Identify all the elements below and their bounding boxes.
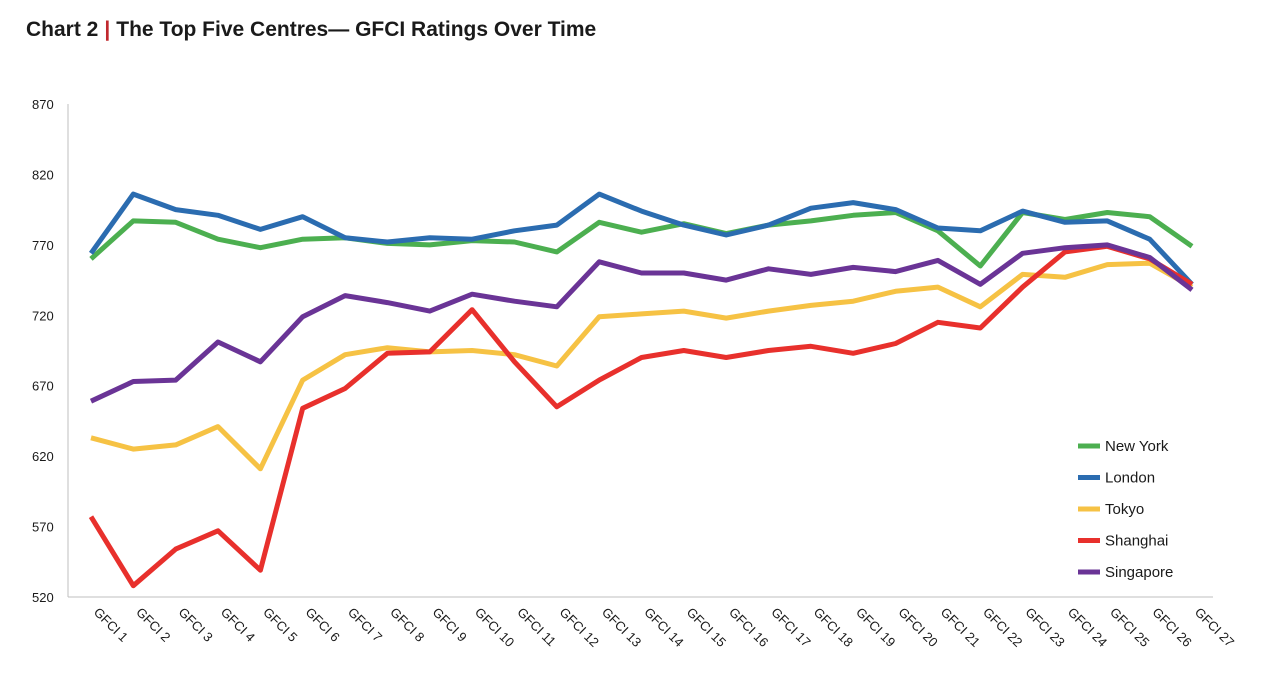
x-tick-label: GFCI 26 — [1150, 605, 1195, 650]
x-tick-label: GFCI 7 — [345, 605, 385, 645]
x-tick-label: GFCI 25 — [1107, 605, 1152, 650]
x-tick-label: GFCI 11 — [514, 605, 559, 650]
y-tick-label: 620 — [32, 449, 54, 464]
legend-label-new-york: New York — [1105, 438, 1169, 455]
x-tick-label: GFCI 17 — [768, 605, 813, 650]
x-tick-label: GFCI 16 — [726, 605, 771, 650]
x-tick-label: GFCI 14 — [641, 605, 686, 650]
series-line-tokyo — [90, 260, 1194, 472]
y-tick-label: 820 — [32, 167, 54, 182]
x-tick-label: GFCI 19 — [853, 605, 898, 650]
series-line-shanghai — [88, 243, 1194, 589]
x-tick-label: GFCI 15 — [684, 605, 729, 650]
series-line-singapore — [89, 242, 1194, 404]
x-tick-label: GFCI 9 — [430, 605, 470, 645]
chart-title-row: Chart 2 | The Top Five Centres— GFCI Ratin… — [26, 18, 596, 42]
y-tick-label: 670 — [32, 379, 54, 394]
x-tick-label: GFCI 23 — [1022, 605, 1067, 650]
x-tick-label: GFCI 10 — [472, 605, 517, 650]
x-tick-label: GFCI 1 — [91, 605, 131, 645]
series-line-new-york — [89, 210, 1194, 269]
x-tick-label: GFCI 8 — [387, 605, 427, 645]
legend-label-singapore: Singapore — [1105, 564, 1173, 581]
x-tick-label: GFCI 22 — [980, 605, 1025, 650]
chart-number: Chart 2 — [26, 18, 99, 41]
y-tick-label: 720 — [32, 308, 54, 323]
y-tick-label: 570 — [32, 520, 54, 535]
x-tick-label: GFCI 3 — [176, 605, 216, 645]
x-tick-label: GFCI 13 — [599, 605, 644, 650]
x-tick-label: GFCI 2 — [133, 605, 173, 645]
x-tick-label: GFCI 24 — [1065, 605, 1110, 650]
x-tick-label: GFCI 6 — [303, 605, 343, 645]
legend-label-shanghai: Shanghai — [1105, 533, 1168, 550]
chart-title: The Top Five Centres— GFCI Ratings Over … — [116, 18, 597, 41]
legend-label-tokyo: Tokyo — [1105, 501, 1144, 518]
title-separator: | — [104, 18, 111, 41]
legend-label-london: London — [1105, 470, 1155, 487]
x-tick-label: GFCI 18 — [811, 605, 856, 650]
y-tick-label: 520 — [32, 590, 54, 605]
x-tick-label: GFCI 21 — [938, 605, 983, 650]
y-tick-label: 870 — [32, 97, 54, 112]
series-line-london — [88, 191, 1194, 287]
y-tick-label: 770 — [32, 238, 54, 253]
x-tick-label: GFCI 5 — [260, 605, 300, 645]
x-tick-label: GFCI 27 — [1192, 605, 1237, 650]
x-tick-label: GFCI 20 — [895, 605, 940, 650]
x-tick-label: GFCI 12 — [557, 605, 602, 650]
x-tick-label: GFCI 4 — [218, 605, 258, 645]
